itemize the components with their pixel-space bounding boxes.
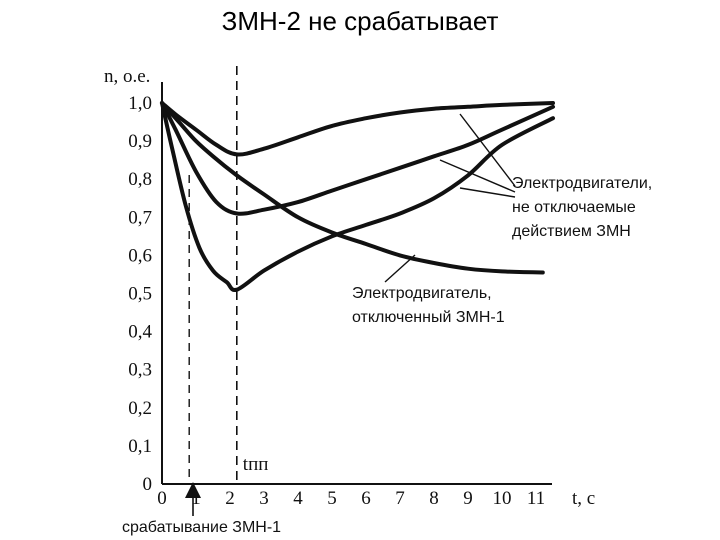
y-tick-label: 0,5 [128,284,152,305]
annotation-line: Электродвигатель, [352,285,492,302]
x-tick-label: 3 [259,488,269,509]
y-tick-label: 0,8 [128,169,152,190]
annotation-disconnected: Электродвигатель, отключенный ЗМН-1 [352,254,505,326]
y-tick-label: 0,9 [128,131,152,152]
x-tick-label: 4 [293,488,303,509]
y-tick-label: 0,6 [128,245,152,266]
x-tick-label: 0 [157,488,167,509]
annotation-line: действием ЗМН [512,223,631,240]
x-axis-title: t, с [572,488,595,509]
annotation-line: Электродвигатели, [512,175,652,192]
x-tick-label: 11 [527,488,545,509]
x-tick-label: 1 [191,488,201,509]
leader-line [459,187,516,198]
series-lines [160,101,555,293]
y-tick-label: 0,4 [128,322,152,343]
y-tick-label: 0,7 [128,207,152,228]
y-tick-label: 0,2 [128,398,152,419]
axes: n, о.е. t, с [104,66,595,509]
annotation-trigger: срабатывание ЗМН-1 [122,482,281,536]
tick-labels: 0 1 2 3 4 5 6 7 8 9 10 11 0 0,1 0,2 0,3 0,4 0,5 0,6 0,7 0,8 0… [128,93,545,509]
leader-line [459,113,516,187]
series-line-2 [160,101,555,216]
annotation-not-disconnected: Электродвигатели, не отключаемые действи… [439,113,652,240]
x-tick-label: 6 [361,488,371,509]
x-tick-label: 5 [327,488,337,509]
series-line-1 [160,101,555,157]
annotation-line: не отключаемые [512,199,636,216]
annotation-line: отключенный ЗМН-1 [352,309,505,326]
y-tick-label: 0,3 [128,360,152,381]
tpp-label: tпп [243,454,269,475]
x-tick-label: 10 [493,488,512,509]
slide-title: ЗМН-2 не срабатывает [221,6,499,36]
leader-line [384,254,416,283]
x-tick-label: 8 [429,488,439,509]
x-tick-label: 7 [395,488,405,509]
y-tick-label: 0 [143,474,153,495]
y-tick-label: 0,1 [128,436,152,457]
leader-line [439,159,516,193]
series-line-4 [160,101,545,275]
y-axis-title: n, о.е. [104,66,150,87]
annotation-line: срабатывание ЗМН-1 [122,519,281,536]
y-tick-label: 1,0 [128,93,152,114]
vertical-markers: tпп [188,66,269,484]
x-tick-label: 9 [463,488,473,509]
series-line-3 [160,101,555,293]
x-tick-label: 2 [225,488,235,509]
annotations: Электродвигатели, не отключаемые действи… [122,113,652,536]
